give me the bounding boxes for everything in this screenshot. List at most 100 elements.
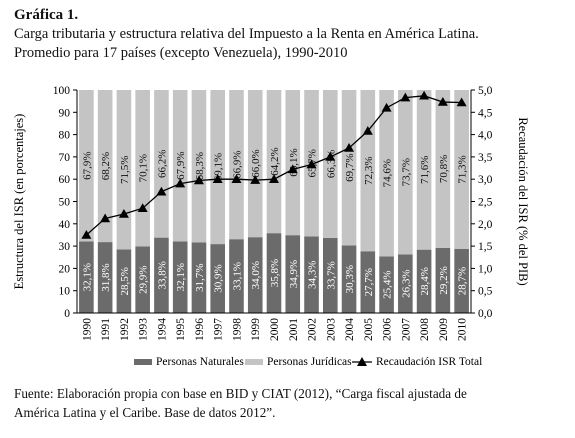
y-right-tick-label-0,0: 0,0	[478, 308, 493, 320]
source-line-1: Fuente: Elaboración propia con base en B…	[14, 386, 467, 401]
x-tick-label-2005: 2005	[363, 318, 375, 341]
x-tick-label-2003: 2003	[325, 318, 337, 341]
bar-personas-juridicas-2006	[379, 90, 394, 257]
data-label-personas-juridicas-1994: 66,2%	[156, 150, 168, 178]
bar-personas-juridicas-1996	[191, 90, 207, 243]
bar-personas-naturales-1994	[154, 237, 169, 313]
point-recaudacion-isr-2004	[344, 142, 355, 152]
bar-personas-naturales-2007	[398, 254, 413, 313]
bar-personas-juridicas-1994	[154, 90, 169, 238]
data-label-personas-naturales-1995: 32,1%	[175, 263, 187, 291]
legend-label-personas-juridicas: Personas Jurídicas	[267, 356, 352, 368]
y-right-tick-label-5,0: 5,0	[478, 85, 493, 97]
y-axis-left-title: Estructura del ISR (en porcentajes)	[12, 114, 26, 290]
data-label-personas-naturales-1996: 31,7%	[194, 263, 206, 291]
bar-personas-juridicas-2001	[285, 90, 301, 236]
bar-personas-juridicas-2004	[341, 90, 357, 246]
bar-personas-juridicas-2003	[322, 90, 338, 238]
y-left-tick-label-20: 20	[59, 263, 71, 275]
x-tick-label-2008: 2008	[419, 318, 431, 341]
y-right-tick-label-0,5: 0,5	[478, 286, 493, 298]
y-left-tick-label-40: 40	[59, 219, 71, 231]
point-recaudacion-isr-2003	[325, 151, 336, 161]
data-label-personas-naturales-2010: 28,7%	[457, 267, 469, 295]
line-markers-group	[81, 90, 467, 239]
point-recaudacion-isr-2000	[269, 174, 279, 183]
point-recaudacion-isr-1991	[100, 213, 111, 223]
y-right-tick-label-2,5: 2,5	[478, 197, 493, 209]
bar-personas-naturales-1996	[191, 242, 207, 313]
point-recaudacion-isr-2009	[437, 97, 448, 106]
point-recaudacion-isr-2007	[400, 92, 411, 102]
point-recaudacion-isr-2008	[419, 90, 430, 100]
x-tick-label-1992: 1992	[119, 318, 131, 341]
y-left-tick-label-0: 0	[64, 308, 70, 320]
data-label-personas-juridicas-2005: 72,3%	[363, 156, 375, 184]
bar-personas-juridicas-1991	[97, 90, 113, 243]
data-label-personas-naturales-1993: 29,9%	[138, 265, 150, 293]
point-recaudacion-isr-1990	[81, 229, 92, 239]
data-label-personas-juridicas-2009: 70,8%	[438, 155, 450, 183]
point-recaudacion-isr-2006	[381, 102, 392, 112]
x-tick-label-1999: 1999	[250, 318, 262, 341]
x-tick-label-2009: 2009	[438, 318, 450, 341]
bar-personas-naturales-2002	[304, 236, 319, 313]
y-left-tick-label-60: 60	[59, 174, 71, 186]
x-tick-label-1991: 1991	[100, 318, 112, 341]
bar-personas-juridicas-2005	[360, 90, 376, 252]
data-label-personas-juridicas-2007: 73,7%	[400, 158, 412, 186]
chart-header: Gráfica 1. Carga tributaria y estructura…	[14, 6, 564, 63]
data-label-personas-juridicas-1997: 69,1%	[213, 153, 225, 181]
bar-personas-juridicas-1990	[79, 90, 94, 242]
bar-personas-naturales-2006	[379, 256, 394, 313]
point-recaudacion-isr-1993	[137, 203, 148, 212]
x-tick-label-2001: 2001	[288, 318, 300, 341]
y-right-tick-label-2,0: 2,0	[478, 219, 493, 231]
bar-personas-naturales-1991	[97, 242, 113, 313]
point-recaudacion-isr-2001	[287, 164, 298, 174]
data-label-personas-naturales-1992: 28,5%	[119, 267, 131, 295]
x-tick-label-1990: 1990	[81, 318, 93, 341]
bar-personas-naturales-2010	[454, 248, 469, 313]
y-right-tick-label-4,5: 4,5	[478, 107, 493, 119]
point-recaudacion-isr-2005	[362, 126, 373, 135]
data-label-personas-naturales-2006: 25,4%	[382, 270, 394, 298]
source-line-2: América Latina y el Caribe. Base de dato…	[14, 405, 276, 420]
x-tick-label-1993: 1993	[138, 318, 150, 341]
y-left-tick-label-50: 50	[59, 197, 71, 209]
bar-personas-naturales-1992	[116, 249, 132, 313]
data-label-personas-juridicas-2000: 64,2%	[269, 147, 281, 175]
bar-personas-juridicas-2000	[266, 90, 282, 234]
bar-personas-naturales-1993	[135, 246, 150, 313]
data-label-personas-naturales-1997: 30,9%	[213, 264, 225, 292]
y-right-tick-label-3,5: 3,5	[478, 152, 493, 164]
bar-personas-naturales-1999	[247, 237, 263, 313]
data-label-personas-juridicas-2008: 71,6%	[419, 156, 431, 184]
y-right-tick-label-1,0: 1,0	[478, 263, 493, 275]
x-tick-label-1996: 1996	[194, 318, 206, 341]
legend-label-personas-naturales: Personas Naturales	[156, 356, 244, 368]
data-label-personas-naturales-2000: 35,8%	[269, 259, 281, 287]
x-tick-label-2004: 2004	[344, 318, 356, 341]
y-right-tick-label-4,0: 4,0	[478, 130, 493, 142]
point-recaudacion-isr-1997	[212, 174, 223, 183]
bar-personas-juridicas-1997	[210, 90, 226, 245]
bar-personas-naturales-1995	[172, 241, 188, 313]
data-label-personas-naturales-2007: 26,3%	[400, 269, 412, 297]
point-recaudacion-isr-1992	[118, 208, 129, 218]
x-tick-label-1995: 1995	[175, 318, 187, 341]
bar-personas-juridicas-1993	[135, 90, 150, 247]
point-recaudacion-isr-2010	[456, 97, 467, 107]
data-label-personas-juridicas-1999: 66,0%	[250, 149, 262, 177]
data-label-personas-juridicas-2010: 71,3%	[457, 155, 469, 183]
data-label-personas-juridicas-2004: 69,7%	[344, 154, 356, 182]
y-right-tick-label-3,0: 3,0	[478, 174, 493, 186]
bar-personas-juridicas-1999	[247, 90, 263, 238]
y-right-tick-label-1,5: 1,5	[478, 241, 493, 253]
bar-personas-naturales-1990	[79, 241, 94, 313]
source-note: Fuente: Elaboración propia con base en B…	[14, 384, 562, 422]
data-label-personas-naturales-2009: 29,2%	[438, 266, 450, 294]
x-tick-label-1998: 1998	[231, 318, 243, 341]
data-label-personas-juridicas-1992: 71,5%	[119, 156, 131, 184]
bar-personas-juridicas-1995	[172, 90, 188, 242]
